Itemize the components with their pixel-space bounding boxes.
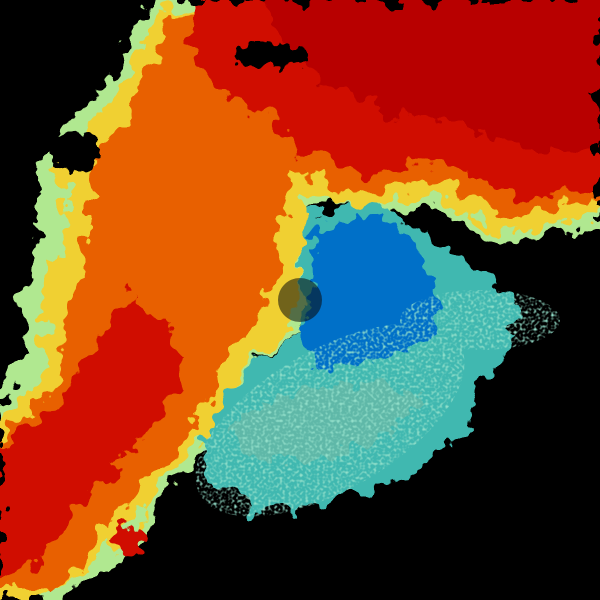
clutter-speckle	[195, 290, 560, 517]
radar-center-clutter	[278, 278, 322, 322]
echo-gaps	[2, 43, 600, 590]
